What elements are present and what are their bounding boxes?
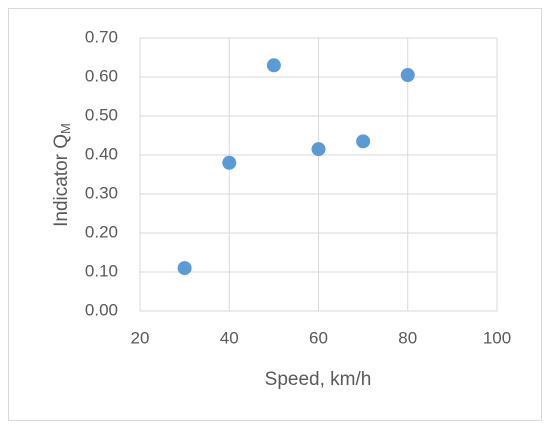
- y-tick-label: 0.60: [85, 66, 118, 85]
- x-tick-label: 40: [220, 328, 239, 347]
- x-axis-label: Speed, km/h: [265, 369, 372, 390]
- y-tick-label: 0.20: [85, 222, 118, 241]
- y-tick-label: 0.30: [85, 183, 118, 202]
- y-tick-label: 0.10: [85, 261, 118, 280]
- x-tick-label: 20: [131, 328, 150, 347]
- x-tick-label: 60: [309, 328, 328, 347]
- point: [266, 58, 281, 73]
- y-axis-label-text: Indicator Q: [51, 134, 72, 227]
- y-tick-label: 0.70: [85, 27, 118, 46]
- point: [222, 155, 237, 170]
- y-tick-label: 0.50: [85, 105, 118, 124]
- point: [356, 134, 371, 149]
- y-axis-label: Indicator QM: [51, 123, 73, 227]
- x-tick-label: 100: [483, 328, 511, 347]
- y-tick-label: 0.00: [85, 300, 118, 319]
- y-axis-label-subscript: M: [58, 123, 73, 134]
- y-tick-label: 0.40: [85, 144, 118, 163]
- point: [311, 142, 326, 157]
- point: [177, 261, 192, 276]
- point: [400, 68, 415, 83]
- x-tick-label: 80: [398, 328, 417, 347]
